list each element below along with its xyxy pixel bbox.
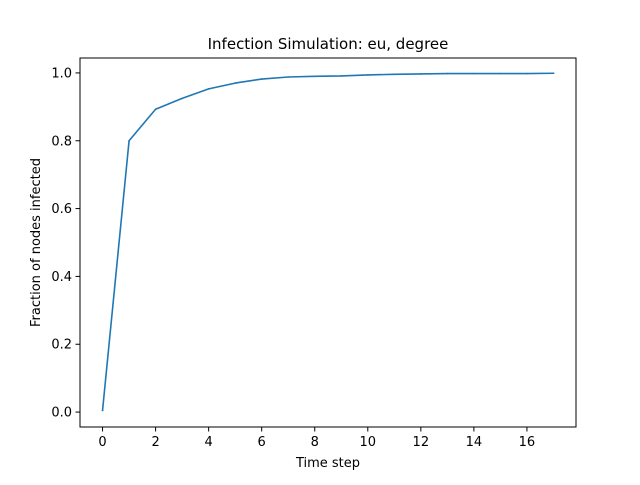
y-tick-label: 0.0 [51,406,72,421]
x-tick-label: 0 [98,435,106,450]
x-axis-label: Time step [295,456,360,471]
data-point [552,72,555,75]
x-tick-label: 2 [151,435,159,450]
x-tick-label: 4 [205,435,213,450]
x-tick-label: 6 [258,435,266,450]
series-line-0 [101,72,555,412]
data-point [234,82,236,84]
data-point [260,78,263,80]
chart-title: Infection Simulation: eu, degree [208,35,449,53]
x-tick-label: 8 [311,435,319,450]
data-point [313,75,316,78]
y-tick-label: 1.0 [51,66,72,81]
y-tick-label: 0.6 [51,202,72,217]
plot-frame [79,57,577,428]
plot-area [101,72,555,412]
y-tick-label: 0.2 [51,338,72,353]
x-tick-label: 12 [413,435,430,450]
data-point [154,108,157,111]
data-point [101,409,104,412]
x-tick-label: 16 [519,435,536,450]
data-point [499,72,502,75]
data-point [526,72,528,75]
data-point [366,74,369,76]
x-tick-label: 10 [360,435,377,450]
data-point [420,73,422,75]
y-axis: 0.0 0.2 0.4 0.6 0.8 1.0 [51,66,80,421]
data-point [340,75,343,77]
data-point [287,76,290,78]
data-point [393,73,396,76]
x-tick-label: 14 [466,435,483,450]
y-tick-label: 0.8 [51,134,72,149]
data-point [446,72,449,75]
data-point [473,72,475,75]
y-axis-label: Fraction of nodes infected [29,158,44,327]
x-axis: 0 2 4 6 8 10 12 14 16 [98,427,535,450]
data-point [128,139,130,142]
data-point [181,97,183,100]
data-point [207,88,210,90]
y-tick-label: 0.4 [51,270,72,285]
